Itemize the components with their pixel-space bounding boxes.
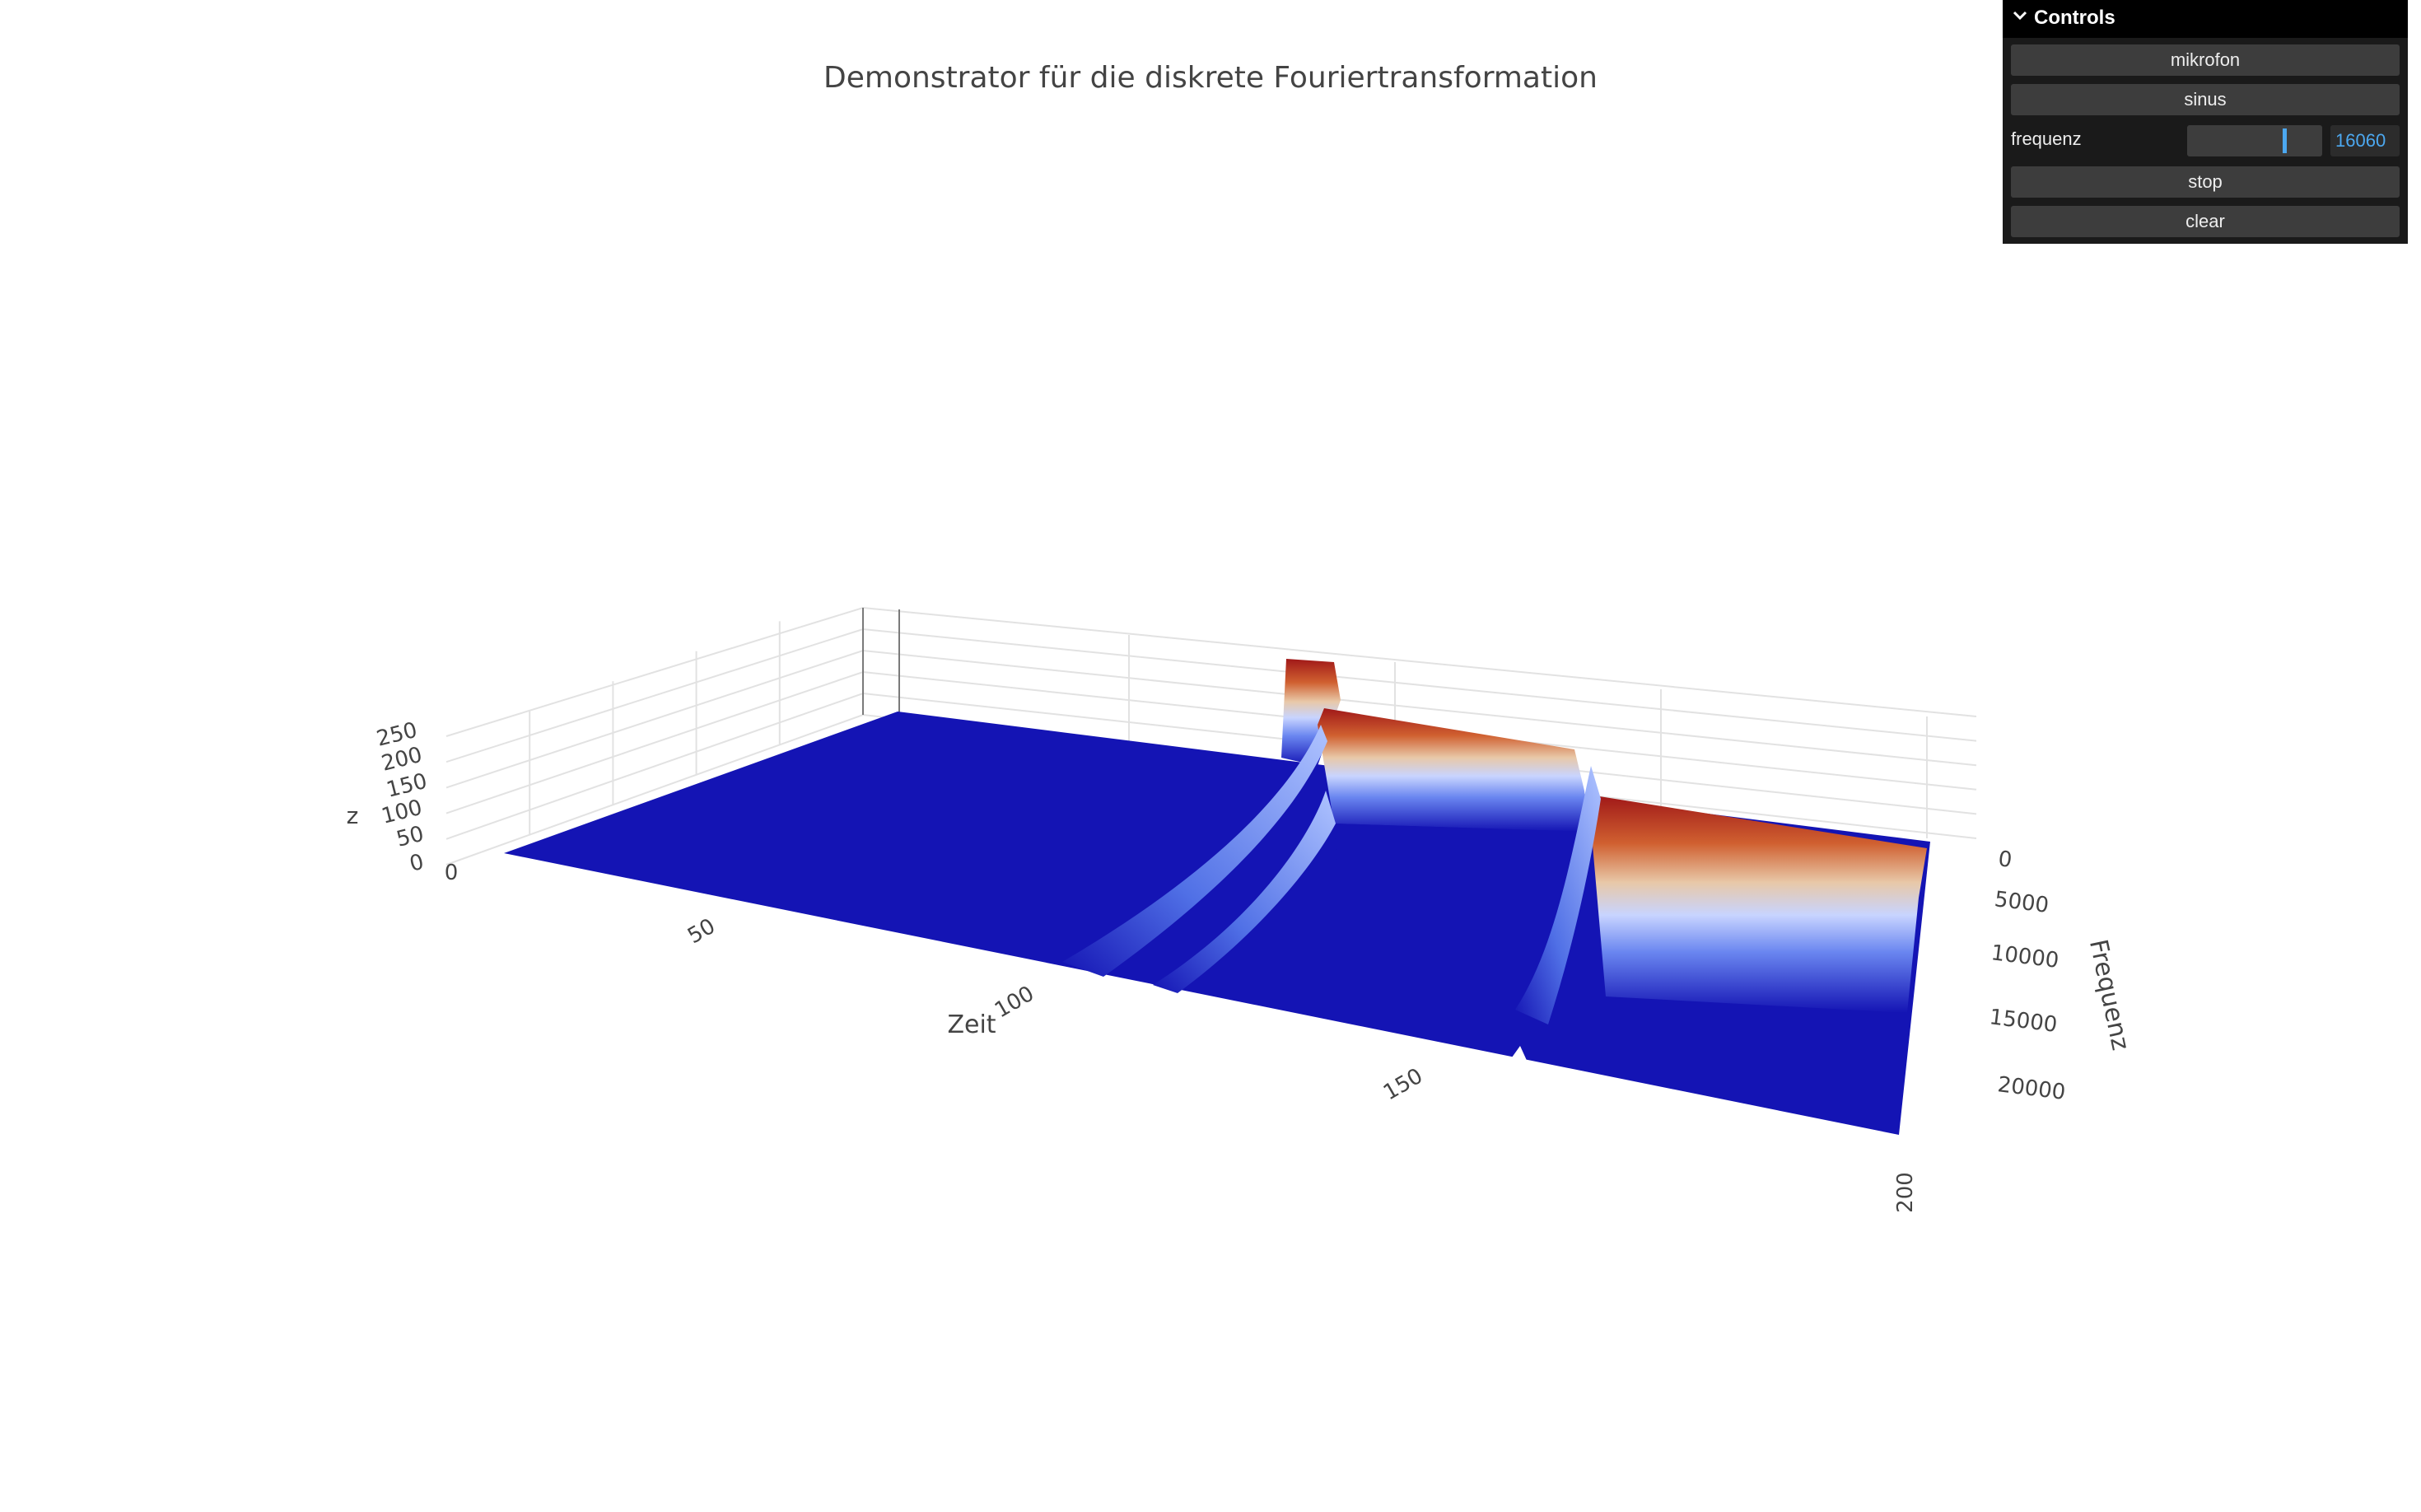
x-tick-label: 100 xyxy=(991,982,1038,1024)
x-axis-label: Zeit xyxy=(947,1010,996,1039)
transient-right xyxy=(1515,766,1601,1024)
frequenz-slider-thumb[interactable] xyxy=(2283,128,2288,153)
frequenz-value-input[interactable]: 16060 xyxy=(2330,125,2400,156)
surface-notch xyxy=(1512,1046,1528,1064)
x-tick-label: 150 xyxy=(1379,1064,1427,1106)
axis-grid xyxy=(445,606,1977,866)
z-gridline xyxy=(445,606,1977,737)
stop-button[interactable]: stop xyxy=(2011,166,2400,198)
freq-tick-label: 0 xyxy=(1997,847,2013,873)
x-tick-label: 0 xyxy=(445,861,459,885)
sinus-button[interactable]: sinus xyxy=(2011,84,2400,115)
z-axis-label: z xyxy=(347,802,359,829)
ridge-middle-base xyxy=(1334,824,1593,873)
surface xyxy=(504,659,1930,1135)
freq-tick-label: 15000 xyxy=(1988,1005,2059,1038)
z-tick-label: 50 xyxy=(394,822,426,852)
ridge-middle xyxy=(1318,708,1589,832)
clear-button[interactable]: clear xyxy=(2011,206,2400,237)
mikrofon-button[interactable]: mikrofon xyxy=(2011,44,2400,76)
freq-axis-label: Frequenz xyxy=(2083,937,2135,1053)
controls-header[interactable]: Controls xyxy=(2003,0,2408,38)
frequenz-row: frequenz 16060 xyxy=(2003,122,2408,160)
frequenz-label: frequenz xyxy=(2011,128,2082,149)
transient-left-2 xyxy=(1153,791,1336,993)
transient-left xyxy=(1062,725,1327,977)
x-tick-label: 50 xyxy=(683,914,720,950)
freq-tick-label: 10000 xyxy=(1990,940,2060,973)
x-tick-label: 200 xyxy=(1893,1172,1918,1213)
z-tick-label: 0 xyxy=(407,850,426,877)
ridge-right xyxy=(1589,796,1927,1013)
freq-tick-label: 5000 xyxy=(1993,887,2050,918)
controls-panel: Controls mikrofon sinus frequenz 16060 s… xyxy=(2003,0,2408,244)
plot-title: Demonstrator für die diskrete Fouriertra… xyxy=(823,61,1598,95)
freq-tick-label: 20000 xyxy=(1996,1072,2067,1105)
frequenz-slider[interactable] xyxy=(2187,125,2322,156)
chevron-down-icon xyxy=(2013,11,2027,21)
controls-title: Controls xyxy=(2034,7,2115,29)
